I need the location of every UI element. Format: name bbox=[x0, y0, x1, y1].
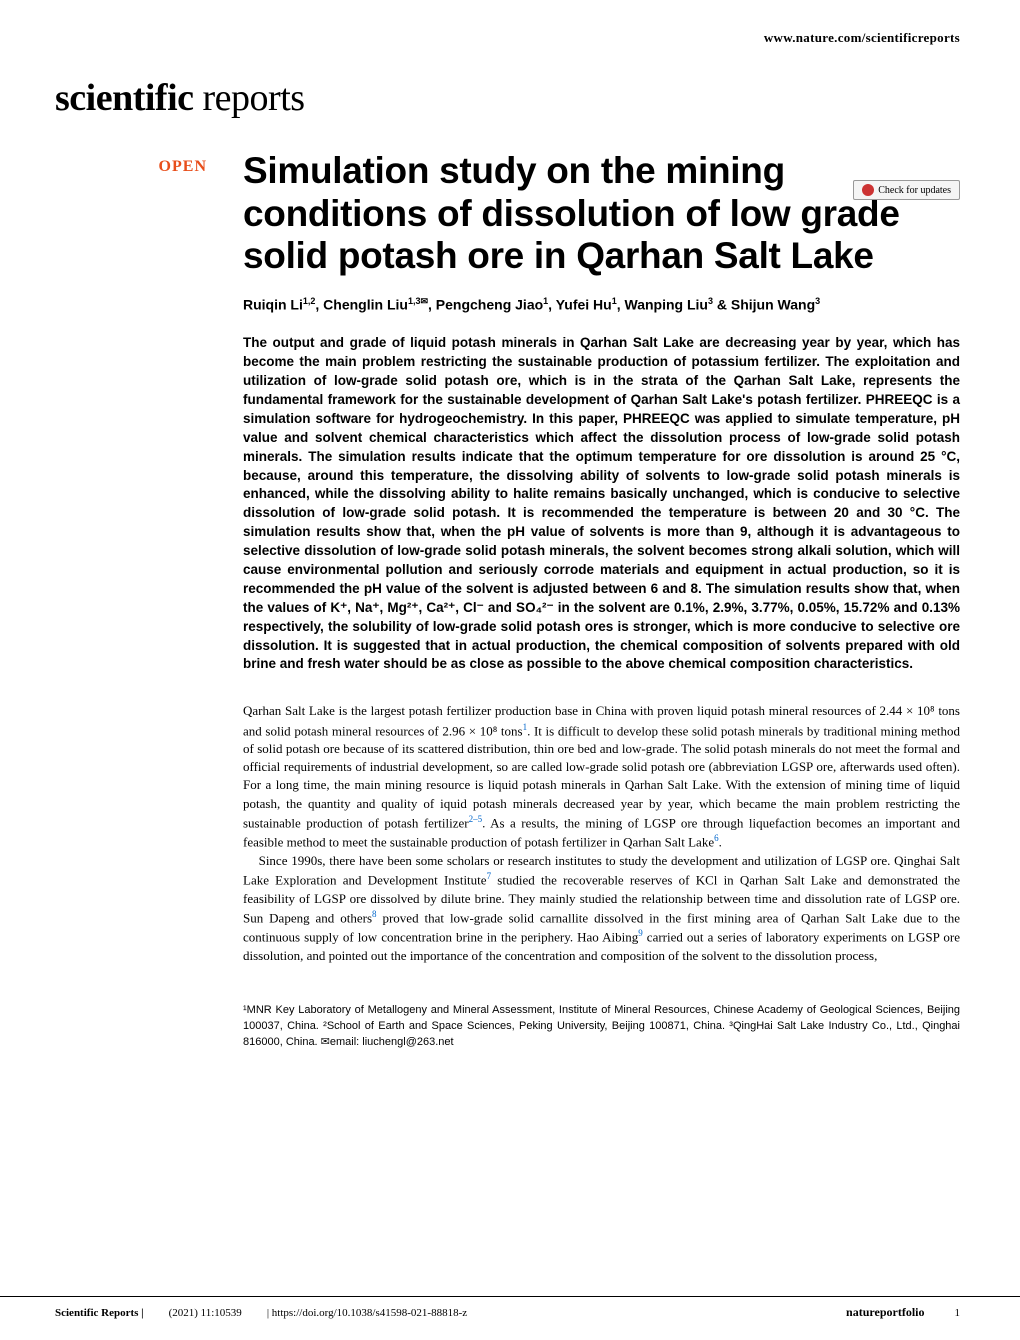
publisher-logo: natureportfolio bbox=[846, 1305, 924, 1320]
affiliations: ¹MNR Key Laboratory of Metallogeny and M… bbox=[243, 995, 960, 1051]
article-content: OPEN Simulation study on the mining cond… bbox=[0, 150, 1020, 1051]
open-access-badge: OPEN bbox=[55, 158, 225, 176]
article-title: Simulation study on the mining condition… bbox=[243, 150, 960, 278]
crossmark-button[interactable]: Check for updates bbox=[853, 180, 960, 200]
body-text: Qarhan Salt Lake is the largest potash f… bbox=[243, 702, 960, 965]
journal-logo: scientific reports bbox=[0, 56, 1020, 150]
footer-citation: (2021) 11:10539 bbox=[169, 1307, 242, 1319]
footer-journal: Scientific Reports | bbox=[55, 1307, 144, 1319]
footer-left: Scientific Reports | (2021) 11:10539 | h… bbox=[55, 1307, 467, 1319]
ref-link-2-5[interactable]: 2–5 bbox=[469, 814, 483, 824]
title-block: Simulation study on the mining condition… bbox=[243, 150, 960, 1051]
authors-list: Ruiqin Li1,2, Chenglin Liu1,3✉, Pengchen… bbox=[243, 296, 960, 313]
page-footer: Scientific Reports | (2021) 11:10539 | h… bbox=[0, 1296, 1020, 1320]
abstract-text: The output and grade of liquid potash mi… bbox=[243, 334, 960, 674]
crossmark-icon bbox=[862, 184, 874, 196]
footer-doi: | https://doi.org/10.1038/s41598-021-888… bbox=[267, 1307, 467, 1319]
crossmark-label: Check for updates bbox=[878, 185, 951, 196]
footer-right: natureportfolio 1 bbox=[846, 1305, 960, 1320]
logo-light-text: reports bbox=[194, 77, 305, 119]
paragraph-1: Qarhan Salt Lake is the largest potash f… bbox=[243, 702, 960, 851]
logo-bold-text: scientific bbox=[55, 77, 194, 119]
paragraph-2: Since 1990s, there have been some schola… bbox=[243, 852, 960, 965]
journal-url: www.nature.com/scientificreports bbox=[0, 0, 1020, 56]
page-number: 1 bbox=[955, 1307, 961, 1319]
